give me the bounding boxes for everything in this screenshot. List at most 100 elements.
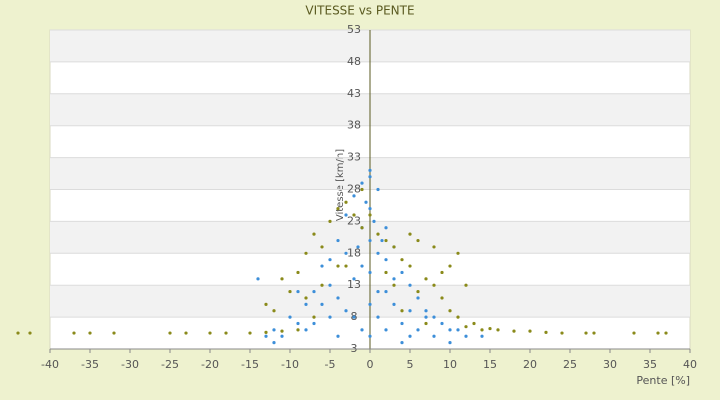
point: [372, 219, 376, 223]
point: [88, 331, 92, 335]
point: [384, 258, 388, 262]
point: [496, 328, 500, 332]
x-tick-label: -40: [41, 358, 59, 371]
point: [432, 283, 436, 287]
point: [392, 302, 396, 306]
point: [248, 331, 252, 335]
point: [408, 283, 412, 287]
point: [320, 264, 324, 268]
point: [368, 238, 372, 243]
point: [464, 283, 468, 287]
point: [384, 270, 388, 275]
y-tick-label: 53: [347, 23, 361, 36]
point: [344, 309, 348, 313]
point: [424, 309, 428, 313]
point: [424, 277, 428, 281]
point: [384, 289, 388, 294]
point: [16, 331, 20, 335]
point: [360, 187, 364, 192]
point: [304, 302, 308, 306]
x-tick-label: -20: [201, 358, 219, 371]
x-tick-label: 30: [603, 358, 617, 371]
point: [416, 238, 420, 243]
point: [472, 321, 476, 326]
point: [376, 187, 380, 192]
y-tick-label: 23: [347, 214, 361, 227]
point: [328, 258, 332, 262]
point: [360, 181, 364, 185]
point: [312, 232, 316, 236]
point: [448, 309, 452, 313]
y-tick-label: 18: [347, 246, 361, 259]
point: [400, 309, 404, 313]
point: [344, 264, 348, 268]
point: [408, 232, 412, 236]
point: [288, 289, 292, 294]
point: [384, 328, 388, 332]
point: [464, 325, 468, 329]
point: [208, 331, 212, 335]
point: [312, 315, 316, 319]
point: [112, 331, 116, 335]
point: [336, 334, 340, 338]
point: [368, 213, 372, 217]
point: [480, 328, 484, 332]
point: [448, 341, 452, 345]
point: [364, 200, 368, 204]
point: [288, 315, 292, 319]
point: [72, 331, 76, 335]
point: [408, 264, 412, 268]
point: [448, 264, 452, 268]
point: [320, 245, 324, 249]
point: [304, 296, 308, 300]
point: [448, 328, 452, 332]
point: [328, 315, 332, 319]
point: [376, 289, 380, 294]
point: [584, 331, 588, 335]
point: [224, 331, 228, 335]
point: [312, 289, 316, 294]
point: [352, 213, 356, 217]
point: [432, 334, 436, 338]
point: [352, 315, 356, 319]
point: [408, 309, 412, 313]
point: [344, 200, 348, 204]
x-tick-label: -15: [241, 358, 259, 371]
point: [416, 289, 420, 294]
point: [440, 321, 444, 326]
point: [320, 302, 324, 306]
x-tick-label: -5: [325, 358, 336, 371]
point: [424, 321, 428, 326]
point: [312, 321, 316, 326]
point: [480, 334, 484, 338]
point: [280, 334, 284, 338]
point: [368, 334, 372, 338]
point: [440, 296, 444, 300]
point: [380, 238, 384, 243]
y-tick-label: 33: [347, 151, 361, 164]
point: [28, 331, 32, 335]
point: [424, 315, 428, 319]
y-tick-label: 48: [347, 55, 361, 68]
point: [184, 331, 188, 335]
point: [464, 334, 468, 338]
point: [456, 251, 460, 255]
point: [360, 264, 364, 268]
point: [320, 283, 324, 287]
x-tick-label: 0: [367, 358, 374, 371]
point: [256, 277, 260, 281]
point: [376, 232, 380, 236]
point: [336, 207, 340, 211]
y-axis-title: Vitesse [km/h]: [335, 149, 346, 221]
point: [368, 175, 372, 179]
y-tick-label: 13: [347, 278, 361, 291]
point: [440, 270, 444, 275]
point: [432, 245, 436, 249]
point: [168, 331, 172, 335]
point: [416, 296, 420, 300]
point: [344, 213, 348, 217]
point: [272, 341, 276, 345]
x-tick-label: 35: [643, 358, 657, 371]
point: [368, 302, 372, 306]
